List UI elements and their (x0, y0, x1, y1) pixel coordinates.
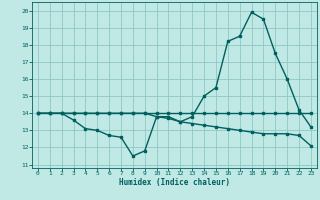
X-axis label: Humidex (Indice chaleur): Humidex (Indice chaleur) (119, 178, 230, 187)
